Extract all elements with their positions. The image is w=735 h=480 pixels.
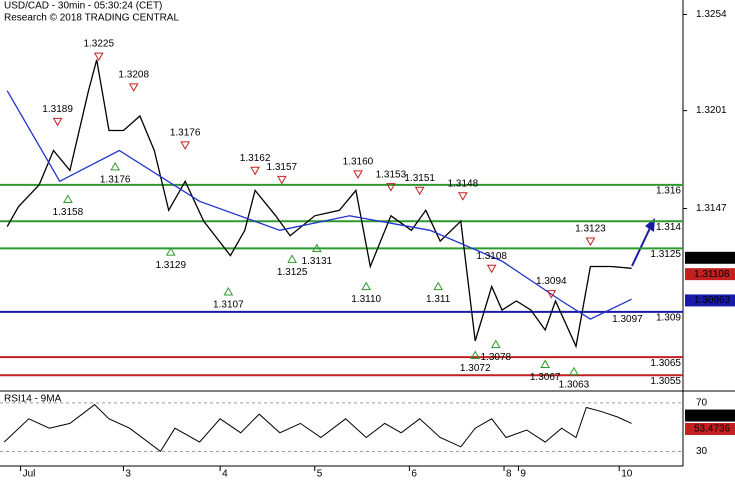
high-marker bbox=[585, 237, 596, 247]
high-marker bbox=[128, 83, 139, 92]
high-marker bbox=[93, 52, 104, 62]
rsi-line bbox=[3, 404, 632, 453]
price-line bbox=[6, 90, 632, 320]
high-marker bbox=[414, 186, 425, 196]
rsi-box bbox=[685, 422, 735, 435]
low-marker bbox=[490, 339, 501, 349]
y-tick-label: 1.3254 bbox=[696, 9, 727, 20]
rsi-tick-label: 70 bbox=[696, 398, 708, 409]
rsi-tick-label: 30 bbox=[696, 446, 708, 457]
low-marker bbox=[287, 254, 297, 263]
low-label: 1.3125 bbox=[277, 267, 308, 278]
level-label: 1.314 bbox=[656, 222, 681, 233]
low-marker bbox=[361, 281, 372, 291]
high-marker bbox=[486, 264, 497, 274]
level-label: 1.3065 bbox=[650, 358, 681, 369]
note-label: 1.3097 bbox=[612, 314, 643, 325]
x-tick-label: 3 bbox=[125, 469, 131, 480]
level-label: 1.316 bbox=[656, 186, 681, 197]
low-label: 1.3067 bbox=[530, 372, 561, 383]
rsi-box bbox=[685, 409, 735, 422]
low-label: 1.3110 bbox=[351, 294, 381, 305]
price-box-label: 1.31108 bbox=[694, 269, 730, 280]
x-tick-label: 9 bbox=[520, 469, 526, 480]
low-marker bbox=[470, 350, 481, 359]
high-label: 1.3162 bbox=[240, 153, 271, 164]
high-marker bbox=[353, 170, 363, 179]
level-label: 1.3125 bbox=[650, 249, 681, 260]
price-line bbox=[6, 59, 632, 349]
low-marker bbox=[110, 161, 121, 171]
high-label: 1.3151 bbox=[404, 173, 435, 184]
y-tick-label: 1.3147 bbox=[696, 203, 727, 214]
low-label: 1.3078 bbox=[480, 352, 511, 363]
high-label: 1.3108 bbox=[476, 251, 507, 262]
high-marker bbox=[180, 141, 191, 150]
forecast-arrow bbox=[631, 227, 651, 267]
high-marker bbox=[458, 192, 468, 201]
high-label: 1.3123 bbox=[575, 224, 606, 235]
low-label: 1.3107 bbox=[213, 300, 244, 311]
low-marker bbox=[433, 281, 444, 291]
low-label: 1.3063 bbox=[559, 379, 590, 390]
high-marker bbox=[52, 117, 63, 127]
low-marker bbox=[569, 366, 579, 376]
high-label: 1.3160 bbox=[343, 157, 374, 168]
high-label: 1.3208 bbox=[118, 70, 149, 81]
price-box bbox=[685, 251, 735, 264]
high-label: 1.3157 bbox=[267, 162, 298, 173]
high-marker bbox=[386, 183, 396, 192]
chart-subtitle: Research © 2018 TRADING CENTRAL bbox=[4, 13, 179, 24]
price-box bbox=[685, 294, 735, 307]
low-label: 1.3176 bbox=[100, 175, 131, 186]
high-marker bbox=[250, 166, 260, 176]
level-label: 1.309 bbox=[656, 312, 681, 323]
low-marker bbox=[223, 287, 234, 296]
low-label: 1.311 bbox=[426, 294, 451, 305]
rsi-label: RSI14 - 9MA bbox=[4, 394, 62, 405]
high-label: 1.3148 bbox=[448, 178, 479, 189]
price-box bbox=[685, 268, 735, 281]
x-tick-label: 10 bbox=[621, 469, 633, 480]
low-marker bbox=[165, 247, 176, 256]
price-box-label: 1.31132 bbox=[694, 252, 730, 263]
high-label: 1.3094 bbox=[536, 276, 567, 287]
low-marker bbox=[540, 359, 551, 369]
low-marker bbox=[311, 243, 322, 253]
high-label: 1.3176 bbox=[170, 128, 201, 139]
chart-title: USD/CAD - 30min - 05:30:24 (CET) bbox=[4, 1, 162, 12]
x-tick-label: 8 bbox=[506, 469, 512, 480]
high-label: 1.3153 bbox=[376, 169, 407, 180]
rsi-box-label: 53.4736 bbox=[694, 424, 731, 435]
x-tick-label: 6 bbox=[411, 469, 417, 480]
level-label: 1.3055 bbox=[650, 376, 681, 387]
high-label: 1.3225 bbox=[83, 39, 114, 50]
y-tick-label: 1.3201 bbox=[696, 105, 727, 116]
x-tick-label: 4 bbox=[222, 469, 228, 480]
low-marker bbox=[63, 194, 73, 204]
x-tick-label: 5 bbox=[317, 469, 323, 480]
high-label: 1.3189 bbox=[42, 104, 73, 115]
low-label: 1.3072 bbox=[460, 363, 491, 374]
x-tick-label: Jul bbox=[23, 469, 36, 480]
high-marker bbox=[546, 290, 557, 299]
rsi-box-label: 56.291 bbox=[694, 410, 725, 421]
price-box-label: 1.30963 bbox=[694, 295, 731, 306]
low-label: 1.3131 bbox=[302, 256, 333, 267]
low-label: 1.3158 bbox=[53, 207, 84, 218]
low-label: 1.3129 bbox=[155, 260, 186, 271]
high-marker bbox=[276, 175, 287, 185]
